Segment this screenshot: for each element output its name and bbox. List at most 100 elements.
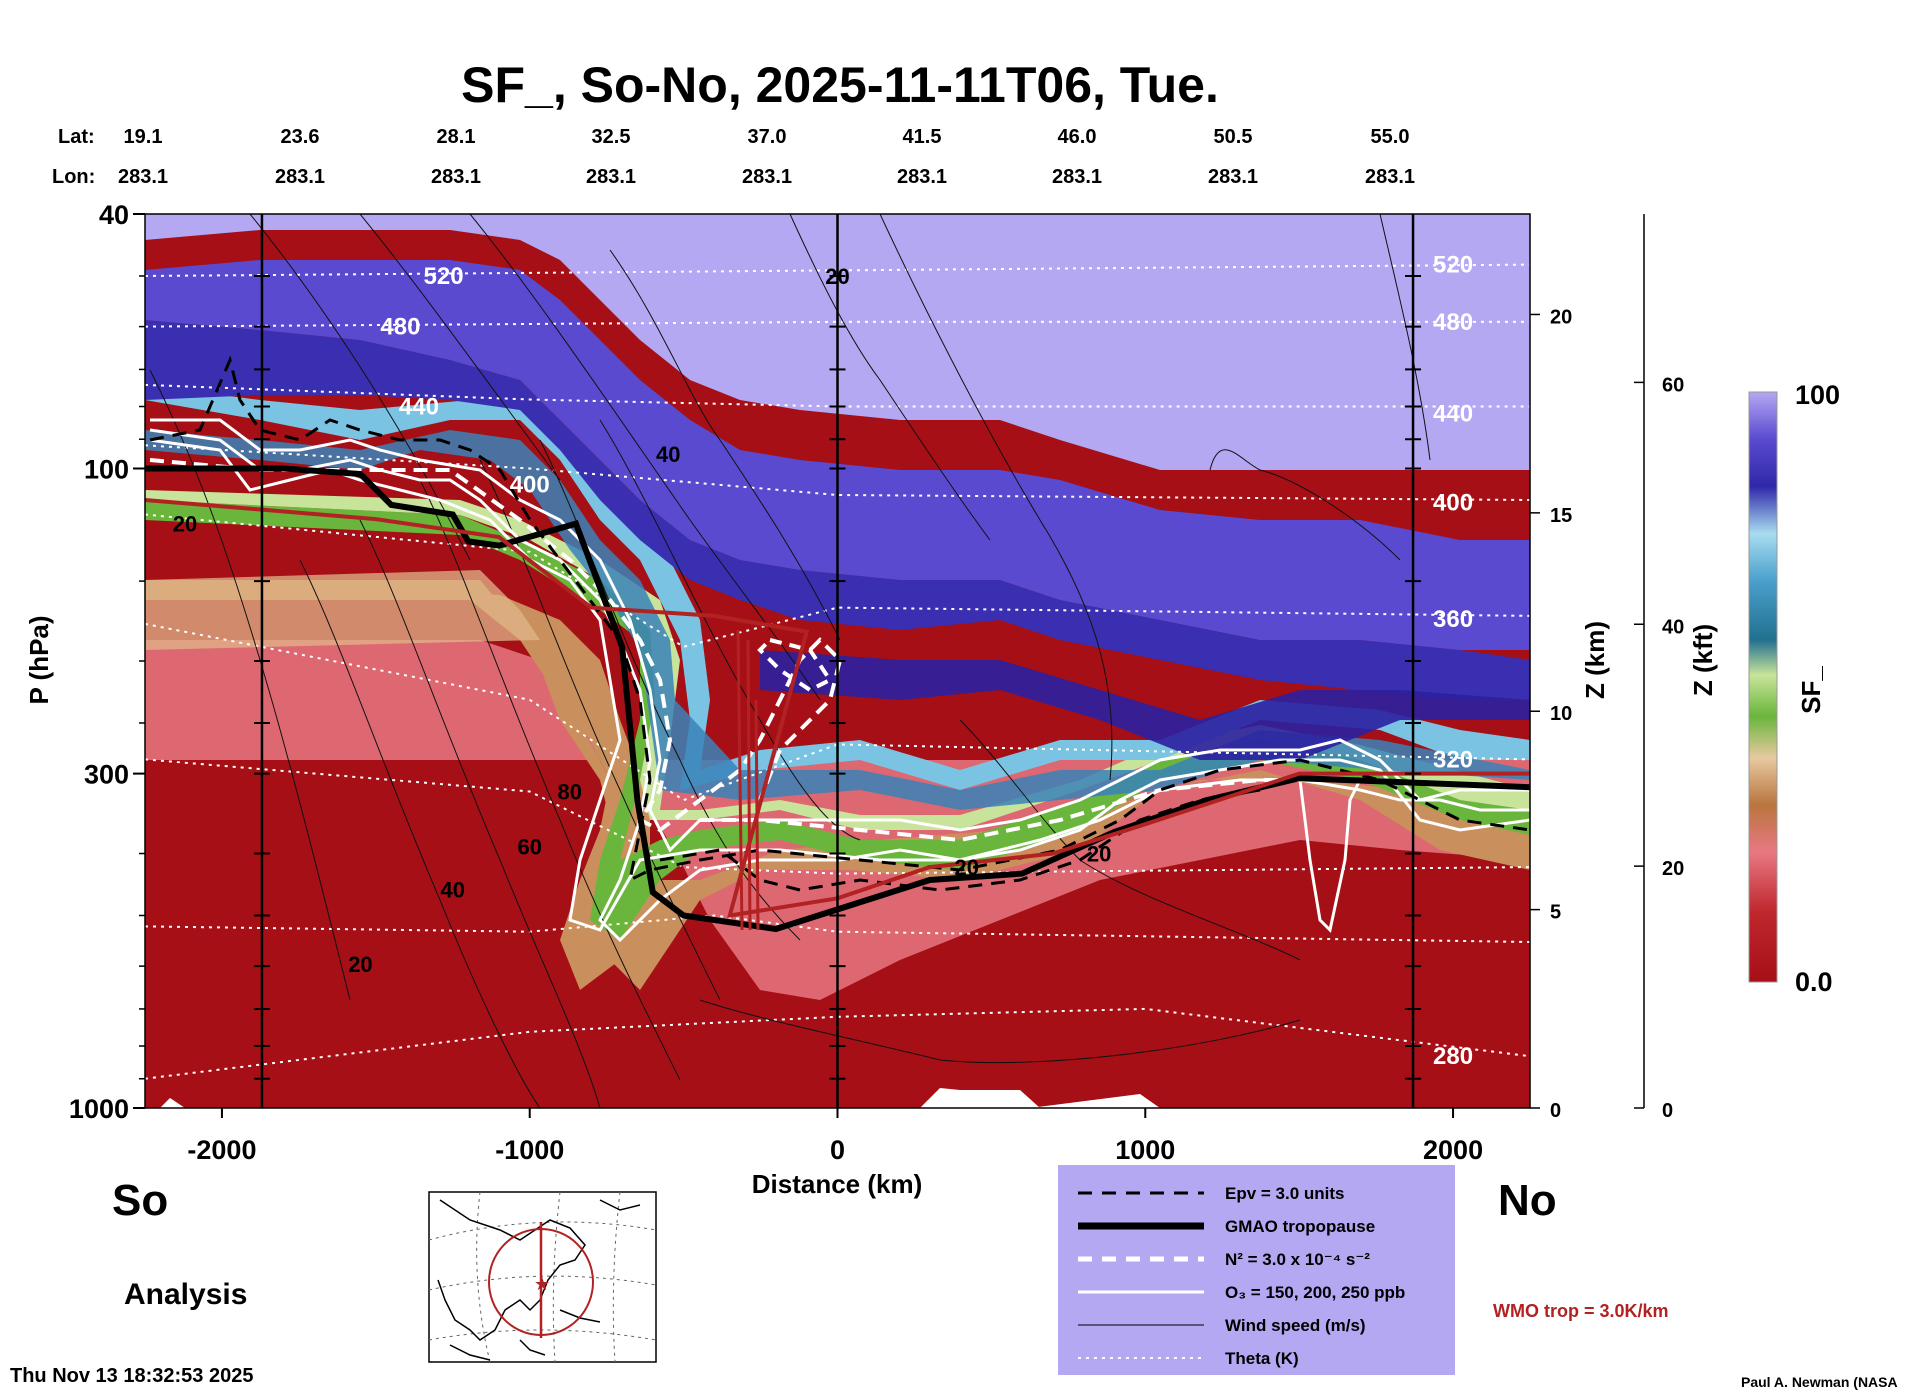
theta-isentrope	[145, 622, 1530, 802]
z-kft-tick-label: 60	[1662, 374, 1684, 396]
lat-value: 37.0	[748, 126, 787, 148]
z-km-tick-label: 20	[1550, 306, 1572, 328]
wmo-tropopause-drop	[736, 629, 760, 931]
wind-speed-label: 20	[1087, 842, 1111, 867]
wind-contour	[249, 214, 471, 561]
wmo-tropopause	[145, 498, 1530, 918]
y-tick-label: 300	[84, 760, 129, 790]
x-tick-label: -2000	[187, 1135, 256, 1165]
lat-label: Lat:	[58, 126, 95, 148]
lat-value: 55.0	[1371, 126, 1410, 148]
theta-label: 400	[510, 472, 550, 499]
theta-label: 440	[1433, 400, 1473, 427]
wind-contour	[599, 419, 861, 841]
wind-contour	[469, 214, 821, 701]
wind-contour	[359, 519, 601, 1108]
lat-value: 28.1	[437, 126, 476, 148]
lon-value: 283.1	[431, 166, 481, 188]
lat-value: 19.1	[124, 126, 163, 148]
theta-isentrope	[145, 320, 1530, 328]
wind-contour	[1379, 214, 1431, 461]
lon-label: Lon:	[52, 166, 95, 188]
timestamp: Thu Nov 13 18:32:53 2025	[10, 1365, 253, 1387]
y-tick-label: 40	[99, 200, 129, 230]
z-km-label: Z (km)	[1580, 621, 1610, 699]
theta-label: 280	[1433, 1043, 1473, 1070]
z-km-axis: 0 5 10 15 20	[1530, 306, 1572, 1122]
lat-value: 50.5	[1214, 126, 1253, 148]
wind-contour	[419, 479, 681, 1081]
lat-value: 41.5	[903, 126, 942, 148]
x-axis-label: Distance (km)	[752, 1169, 923, 1199]
wind-contour	[609, 249, 841, 641]
wind-contour	[1209, 449, 1401, 561]
legend-label: GMAO tropopause	[1225, 1217, 1375, 1236]
inset-map: ★	[428, 1191, 657, 1363]
chart-title: SF_, So-No, 2025-11-11T06, Tue.	[461, 57, 1219, 113]
lon-value: 283.1	[275, 166, 325, 188]
z-km-tick-label: 10	[1550, 703, 1572, 725]
wind-speed-label: 40	[441, 877, 465, 902]
lat-value: 23.6	[281, 126, 320, 148]
theta-label: 360	[1433, 606, 1473, 633]
theta-label: 400	[1433, 489, 1473, 516]
theta-isentrope	[145, 758, 1530, 875]
colorbar-gradient	[1748, 391, 1778, 983]
wind-speed-label: 60	[517, 834, 541, 859]
analysis-label: Analysis	[124, 1278, 247, 1311]
z-kft-label: Z (kft)	[1688, 624, 1718, 696]
sf-field-tan-upper	[145, 570, 540, 650]
lon-value: 283.1	[742, 166, 792, 188]
theta-isentropes	[145, 263, 1530, 1080]
sf-field-midviolet	[145, 260, 1530, 650]
distance-axis: -2000 -1000 0 1000 2000	[187, 1108, 1483, 1165]
wind-speed-label: 20	[348, 952, 372, 977]
colorbar-title: SF_	[1796, 666, 1826, 714]
wind-speed-label: 80	[557, 780, 581, 805]
z-km-tick-label: 5	[1550, 902, 1561, 924]
credit: Paul A. Newman (NASA	[1741, 1374, 1898, 1390]
theta-isentrope	[145, 263, 1530, 277]
legend: Epv = 3.0 units GMAO tropopause N² = 3.0 x…	[1058, 1165, 1455, 1375]
sf-field-deepviolet	[760, 650, 1530, 760]
north-label: No	[1498, 1176, 1557, 1225]
legend-label: Theta (K)	[1225, 1349, 1299, 1368]
colorbar-max-label: 100	[1795, 380, 1840, 410]
theta-isentrope	[145, 513, 1530, 648]
ozone-contour	[150, 418, 1530, 853]
theta-label: 480	[1433, 309, 1473, 336]
lat-value: 32.5	[592, 126, 631, 148]
wmo-note: WMO trop = 3.0K/km	[1493, 1301, 1669, 1321]
legend-box	[1058, 1165, 1455, 1375]
inset-map-frame	[428, 1191, 657, 1363]
sf-field-violet	[145, 320, 1530, 700]
wind-speed-label: 20	[955, 855, 979, 880]
z-kft-tick-label: 40	[1662, 616, 1684, 638]
legend-label: Wind speed (m/s)	[1225, 1316, 1366, 1335]
sf-field-tan-left	[145, 580, 650, 990]
theta-label: 440	[399, 394, 439, 421]
theta-isentrope	[145, 444, 1530, 501]
theta-isentrope	[145, 914, 1530, 943]
z-km-tick-label: 15	[1550, 505, 1572, 527]
y-tick-label: 100	[84, 454, 129, 484]
wind-contour	[789, 214, 991, 541]
wind-contour	[879, 214, 1113, 781]
legend-label: Epv = 3.0 units	[1225, 1184, 1345, 1203]
y-axis-label: P (hPa)	[24, 615, 54, 704]
theta-label: 320	[1433, 746, 1473, 773]
n2-contour	[757, 637, 833, 693]
x-tick-label: 0	[830, 1135, 845, 1165]
lon-value: 283.1	[1365, 166, 1415, 188]
theta-isentrope	[145, 383, 1530, 408]
wind-speed-label: 20	[173, 512, 197, 537]
lon-value: 283.1	[1208, 166, 1258, 188]
wind-contour	[299, 559, 541, 1108]
vertical-reference-lines	[253, 214, 1422, 1108]
theta-label: 520	[1433, 252, 1473, 279]
x-tick-label: 2000	[1423, 1135, 1483, 1165]
legend-label: N² = 3.0 x 10⁻⁴ s⁻²	[1225, 1250, 1370, 1269]
